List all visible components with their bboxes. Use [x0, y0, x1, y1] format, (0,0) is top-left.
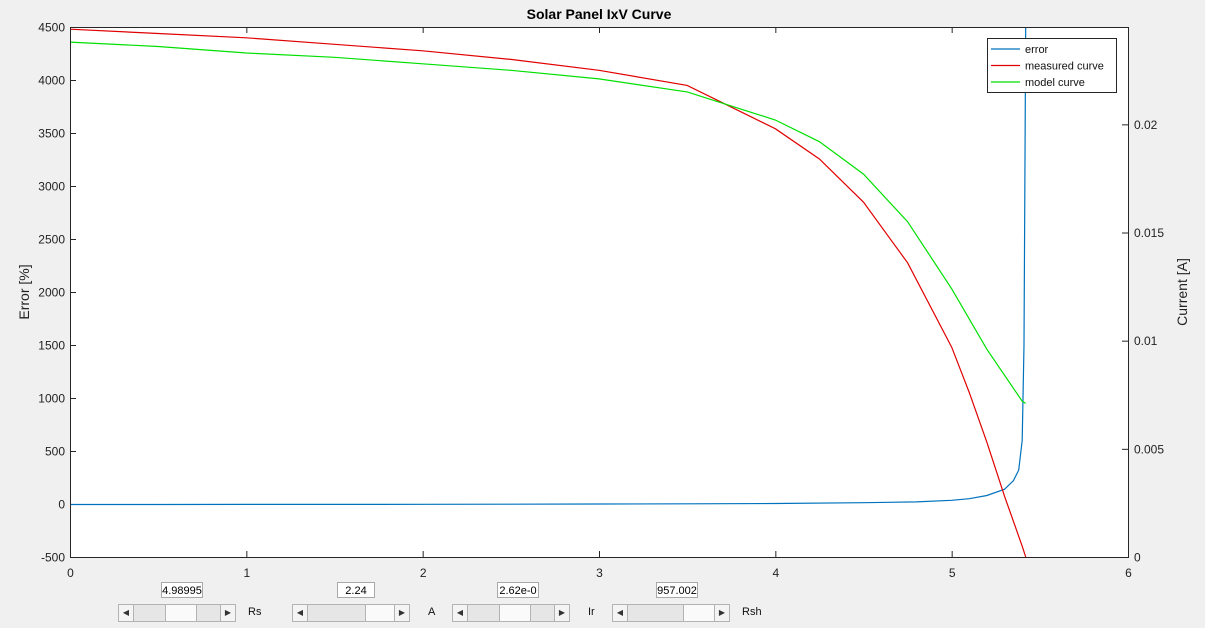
rs-value-field[interactable]: 4.98995 — [161, 582, 203, 598]
y-left-tick-label: 3500 — [38, 127, 65, 141]
y-left-axis-label: Error [%] — [16, 264, 32, 319]
a-slider[interactable]: ◀ ▶ — [292, 604, 410, 622]
y-right-tick-label: 0.01 — [1134, 334, 1158, 348]
y-left-tick-label: 3000 — [38, 180, 65, 194]
chevron-right-icon[interactable]: ▶ — [554, 605, 569, 621]
x-tick-label: 4 — [772, 566, 779, 580]
a-slider-thumb[interactable] — [365, 605, 397, 621]
legend: error measured curve model curve — [987, 38, 1117, 93]
y-right-tick-label: 0.015 — [1134, 226, 1164, 240]
x-tick-label: 5 — [949, 566, 956, 580]
ir-slider[interactable]: ◀ ▶ — [452, 604, 570, 622]
ir-label: Ir — [588, 606, 595, 618]
x-tick-label: 2 — [420, 566, 427, 580]
y-left-tick-label: 2000 — [38, 286, 65, 300]
a-label: A — [428, 606, 436, 618]
series-line-error — [70, 26, 1027, 506]
rsh-label: Rsh — [742, 606, 762, 618]
rsh-slider[interactable]: ◀ ▶ — [612, 604, 730, 622]
y-right-tick-label: 0.005 — [1134, 442, 1164, 456]
x-tick-label: 3 — [596, 566, 603, 580]
rs-slider[interactable]: ◀ ▶ — [118, 604, 236, 622]
rs-label: Rs — [248, 606, 262, 618]
ir-value-field[interactable]: 2.62e-0 — [497, 582, 539, 598]
chevron-left-icon[interactable]: ◀ — [119, 605, 134, 621]
y-left-tick-label: 0 — [58, 498, 65, 512]
y-left-tick-label: -500 — [41, 551, 65, 565]
x-tick-label: 0 — [67, 566, 74, 580]
chevron-left-icon[interactable]: ◀ — [613, 605, 628, 621]
chevron-right-icon[interactable]: ▶ — [714, 605, 729, 621]
series-line-measured-curve — [69, 28, 1027, 558]
axes-frame — [70, 27, 1129, 558]
y-right-axis-label: Current [A] — [1174, 258, 1190, 326]
legend-label: model curve — [1025, 77, 1085, 89]
ir-slider-thumb[interactable] — [499, 605, 531, 621]
chart-title: Solar Panel IxV Curve — [527, 6, 672, 22]
y-left-tick-label: 1500 — [38, 339, 65, 353]
y-left-tick-label: 2500 — [38, 233, 65, 247]
a-value-field[interactable]: 2.24 — [337, 582, 375, 598]
y-left-tick-label: 1000 — [38, 392, 65, 406]
rsh-value-field[interactable]: 957.002 — [656, 582, 698, 598]
axes-background — [70, 27, 1128, 557]
y-left-tick-label: 4500 — [38, 21, 65, 35]
chart-canvas: 0 1 2 3 4 5 6-50005001000150020002500300035004… — [16, 6, 1190, 580]
y-right-tick-label: 0 — [1134, 551, 1141, 565]
chevron-left-icon[interactable]: ◀ — [453, 605, 468, 621]
x-tick-label: 1 — [243, 566, 250, 580]
rs-slider-thumb[interactable] — [165, 605, 197, 621]
chevron-right-icon[interactable]: ▶ — [394, 605, 409, 621]
legend-label: error — [1025, 44, 1049, 56]
chevron-left-icon[interactable]: ◀ — [293, 605, 308, 621]
y-left-tick-label: 4000 — [38, 74, 65, 88]
series-line-model-curve — [69, 41, 1027, 404]
x-tick-label: 6 — [1125, 566, 1132, 580]
legend-label: measured curve — [1025, 61, 1104, 73]
chevron-right-icon[interactable]: ▶ — [220, 605, 235, 621]
y-right-tick-label: 0.02 — [1134, 118, 1158, 132]
y-left-tick-label: 500 — [45, 445, 65, 459]
rsh-slider-thumb[interactable] — [683, 605, 715, 621]
